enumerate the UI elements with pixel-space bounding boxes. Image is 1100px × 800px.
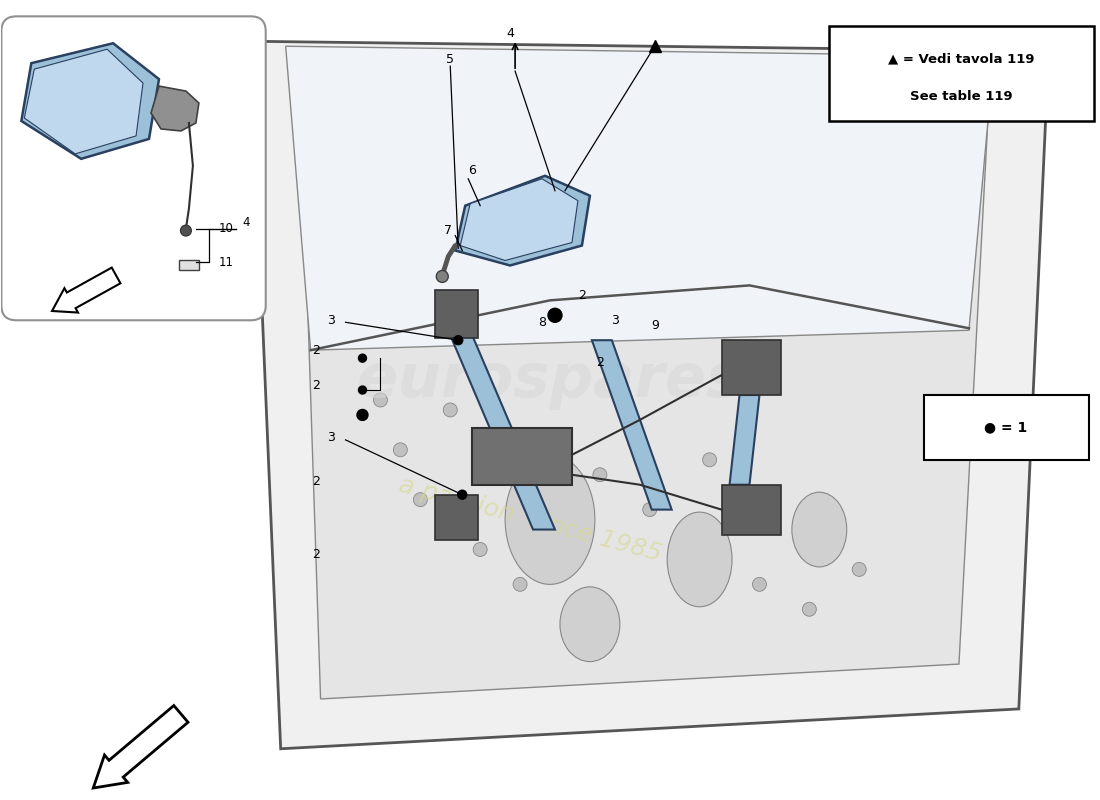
Circle shape — [453, 336, 463, 345]
Polygon shape — [179, 261, 199, 270]
Circle shape — [802, 602, 816, 616]
Circle shape — [414, 493, 427, 506]
Circle shape — [593, 468, 607, 482]
Ellipse shape — [560, 587, 619, 662]
Circle shape — [359, 354, 366, 362]
Polygon shape — [455, 176, 590, 266]
Circle shape — [548, 308, 562, 322]
Text: 3: 3 — [327, 431, 334, 444]
Ellipse shape — [792, 492, 847, 567]
Text: 5: 5 — [447, 53, 454, 66]
Text: 4: 4 — [506, 26, 514, 40]
FancyBboxPatch shape — [1, 16, 266, 320]
Circle shape — [642, 502, 657, 517]
Polygon shape — [729, 395, 759, 485]
FancyBboxPatch shape — [829, 26, 1093, 121]
Polygon shape — [450, 335, 556, 530]
Text: 2: 2 — [311, 378, 319, 391]
Circle shape — [180, 225, 191, 236]
Polygon shape — [722, 485, 781, 534]
Circle shape — [513, 578, 527, 591]
Circle shape — [358, 410, 368, 421]
Text: 3: 3 — [327, 314, 334, 326]
FancyArrow shape — [94, 706, 188, 788]
Text: 4: 4 — [243, 216, 251, 229]
Circle shape — [703, 453, 716, 466]
Circle shape — [443, 403, 458, 417]
Text: 2: 2 — [596, 356, 604, 369]
Circle shape — [852, 562, 866, 576]
Text: 2: 2 — [578, 289, 586, 302]
Text: 10: 10 — [219, 222, 233, 235]
Text: 2: 2 — [311, 548, 319, 561]
Polygon shape — [21, 43, 160, 159]
Circle shape — [394, 443, 407, 457]
Text: eurospares: eurospares — [356, 350, 744, 410]
Text: 9: 9 — [651, 318, 659, 332]
Polygon shape — [436, 290, 478, 338]
Text: 11: 11 — [219, 256, 234, 269]
Circle shape — [437, 270, 449, 282]
Circle shape — [752, 578, 767, 591]
Circle shape — [359, 386, 366, 394]
Polygon shape — [436, 494, 478, 539]
FancyArrow shape — [52, 267, 121, 313]
Text: 6: 6 — [469, 164, 476, 178]
Text: 2: 2 — [311, 475, 319, 488]
Polygon shape — [300, 91, 989, 699]
Text: 7: 7 — [444, 224, 452, 237]
Text: See table 119: See table 119 — [910, 90, 1012, 102]
Text: ▲ = Vedi tavola 119: ▲ = Vedi tavola 119 — [888, 53, 1034, 66]
Ellipse shape — [505, 455, 595, 584]
Text: 8: 8 — [538, 316, 546, 329]
Polygon shape — [472, 428, 572, 485]
Polygon shape — [460, 178, 578, 261]
Text: 2: 2 — [311, 344, 319, 357]
Polygon shape — [286, 46, 994, 350]
Polygon shape — [592, 340, 672, 510]
Polygon shape — [24, 50, 143, 154]
Circle shape — [473, 542, 487, 557]
Circle shape — [373, 393, 387, 407]
FancyBboxPatch shape — [924, 395, 1089, 460]
Polygon shape — [151, 86, 199, 131]
Text: ● = 1: ● = 1 — [984, 421, 1027, 434]
Ellipse shape — [668, 512, 732, 606]
Text: 3: 3 — [610, 314, 619, 326]
Polygon shape — [722, 340, 781, 395]
Polygon shape — [251, 42, 1048, 749]
Circle shape — [458, 490, 466, 499]
Text: a passion  since 1985: a passion since 1985 — [396, 473, 664, 566]
